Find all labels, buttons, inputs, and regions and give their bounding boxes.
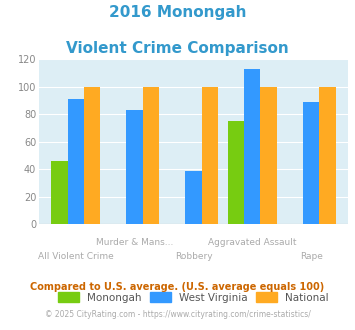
Bar bbox=[185, 171, 202, 224]
Legend: Monongah, West Virginia, National: Monongah, West Virginia, National bbox=[58, 292, 329, 303]
Bar bbox=[202, 87, 218, 224]
Bar bbox=[319, 87, 335, 224]
Text: Aggravated Assault: Aggravated Assault bbox=[208, 238, 296, 247]
Text: Compared to U.S. average. (U.S. average equals 100): Compared to U.S. average. (U.S. average … bbox=[31, 282, 324, 292]
Bar bbox=[303, 102, 319, 224]
Text: Rape: Rape bbox=[300, 252, 323, 261]
Bar bbox=[68, 99, 84, 224]
Bar bbox=[261, 87, 277, 224]
Bar bbox=[228, 121, 244, 224]
Text: 2016 Monongah: 2016 Monongah bbox=[109, 5, 246, 20]
Text: Violent Crime Comparison: Violent Crime Comparison bbox=[66, 41, 289, 56]
Text: © 2025 CityRating.com - https://www.cityrating.com/crime-statistics/: © 2025 CityRating.com - https://www.city… bbox=[45, 310, 310, 318]
Text: Robbery: Robbery bbox=[175, 252, 212, 261]
Bar bbox=[126, 110, 143, 224]
Text: Murder & Mans...: Murder & Mans... bbox=[96, 238, 173, 247]
Bar bbox=[143, 87, 159, 224]
Bar bbox=[51, 161, 68, 224]
Bar bbox=[244, 69, 261, 224]
Bar bbox=[84, 87, 100, 224]
Text: All Violent Crime: All Violent Crime bbox=[38, 252, 114, 261]
